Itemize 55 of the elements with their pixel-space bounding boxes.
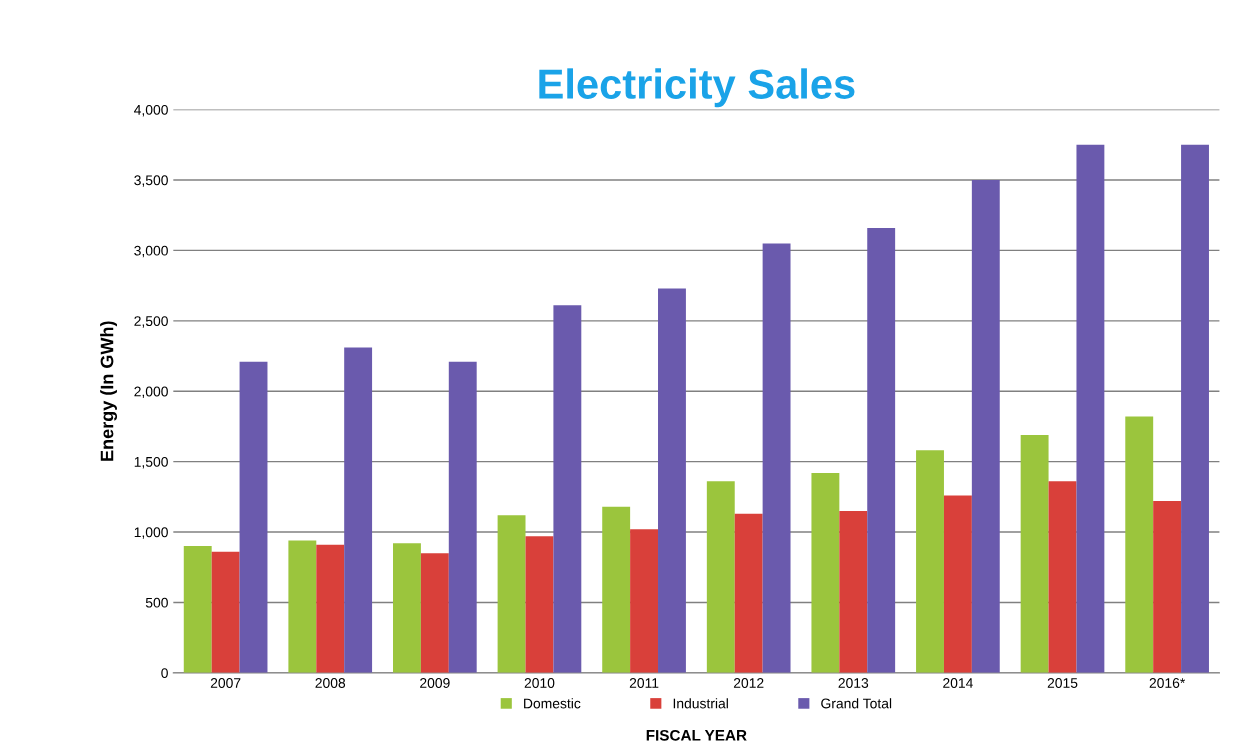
bar (448, 361, 477, 673)
bar (1153, 501, 1182, 673)
chart-title: Electricity Sales (539, 68, 855, 108)
bar (916, 450, 944, 673)
y-tick-label: 2,500 (134, 316, 168, 328)
x-tick-label: 2014 (943, 678, 973, 688)
bar (316, 544, 345, 673)
bar (1125, 416, 1154, 673)
bar (211, 551, 240, 673)
bar (971, 180, 1000, 673)
bar (553, 305, 582, 673)
bar (762, 243, 791, 673)
bar (602, 506, 631, 673)
bar (288, 540, 317, 673)
legend-label: Domestic (524, 698, 581, 709)
bar (706, 481, 735, 673)
y-tick-label: 1,500 (134, 456, 168, 469)
x-tick-label: 2010 (524, 678, 555, 688)
y-tick-label: 0 (161, 668, 168, 679)
x-tick-label: 2011 (629, 678, 659, 688)
bar (1048, 481, 1077, 673)
bar (344, 347, 373, 673)
x-tick-label: 2008 (315, 678, 346, 688)
x-tick-label: 2016* (1149, 678, 1186, 688)
bar (1020, 434, 1049, 673)
x-tick-label: 2009 (420, 678, 450, 688)
bar (811, 472, 840, 673)
bar (839, 510, 868, 673)
bar (239, 361, 268, 673)
bar (658, 288, 686, 673)
bar (1076, 144, 1105, 673)
bar (734, 513, 763, 673)
y-tick-label: 500 (145, 597, 168, 608)
x-tick-label: 2013 (838, 678, 869, 688)
bar (1181, 144, 1209, 673)
bar (420, 553, 449, 673)
y-axis-title: Energy (In GWh) (100, 321, 118, 461)
x-axis-title: FISCAL YEAR (646, 729, 747, 741)
y-tick-label: 3,000 (134, 245, 168, 258)
x-tick-label: 2007 (210, 678, 241, 688)
bar (183, 546, 212, 673)
bar (393, 543, 421, 673)
bar (497, 515, 526, 673)
y-tick-label: 1,000 (134, 527, 168, 539)
legend-label: Industrial (673, 698, 728, 709)
x-tick-label: 2015 (1047, 678, 1078, 688)
y-tick-label: 4,000 (134, 104, 168, 117)
bar (867, 227, 896, 673)
y-tick-label: 3,500 (134, 175, 168, 187)
y-tick-label: 2,000 (134, 386, 168, 399)
bar (630, 529, 659, 673)
legend-label: Grand Total (821, 698, 892, 709)
x-tick-label: 2012 (733, 678, 764, 688)
bar (943, 495, 972, 673)
bar (525, 536, 554, 673)
